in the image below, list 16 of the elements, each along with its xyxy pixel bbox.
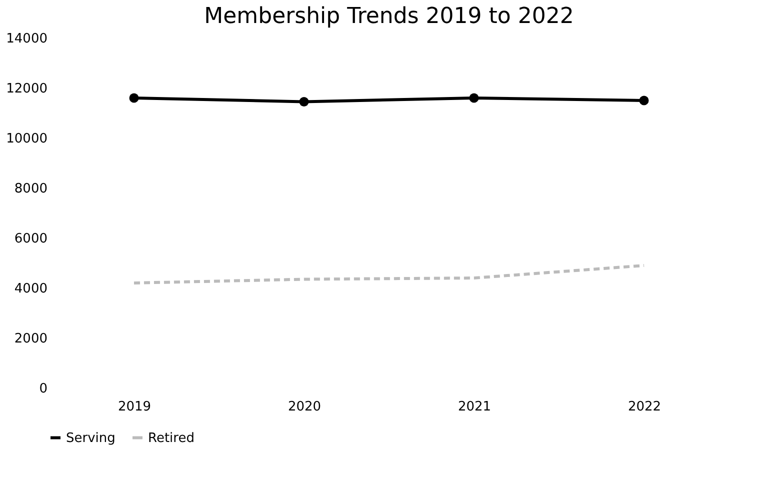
y-tick-label: 8000 [14,182,48,196]
legend-label: Serving [66,430,116,446]
y-tick-label: 12000 [6,82,48,96]
x-tick-label: 2020 [288,400,322,414]
x-tick-label: 2022 [628,400,662,414]
y-tick-label: 0 [39,382,48,396]
y-tick-label: 6000 [14,232,48,246]
x-tick-label: 2019 [118,400,152,414]
legend-label: Retired [148,430,194,446]
x-tick-label: 2021 [458,400,492,414]
y-tick-label: 10000 [6,132,48,146]
line-series [132,264,646,284]
chart-title: Membership Trends 2019 to 2022 [204,4,574,29]
y-tick-label: 14000 [6,32,48,46]
y-tick-label: 4000 [14,282,48,296]
y-tick-label: 2000 [14,332,48,346]
